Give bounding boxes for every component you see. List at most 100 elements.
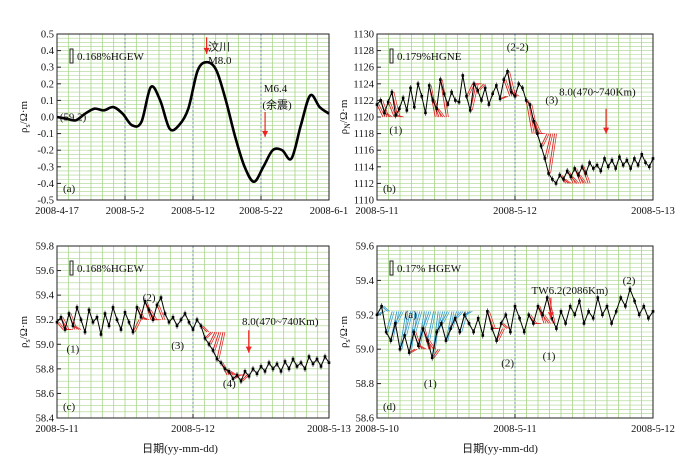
annotation-p2b: (2) [623, 275, 636, 287]
panel-label: (d) [383, 401, 396, 413]
y-tick-label: 59.8 [36, 242, 54, 253]
y-axis-label-unit: /Ω·m [338, 99, 350, 123]
hatch-line [385, 311, 393, 333]
hatch-line [583, 166, 591, 184]
arrow-head [603, 127, 610, 134]
y-axis-label-sub: N [343, 123, 352, 129]
hatch-line [439, 79, 447, 118]
annotation-tw1: TW6.2(2086Km) [532, 285, 609, 297]
annotation-p1a: (1) [424, 378, 437, 390]
series-line [56, 60, 330, 184]
annotation-p1: (1) [67, 344, 80, 356]
hatch-line [580, 174, 587, 184]
hatch-line [542, 314, 549, 324]
y-tick-label: 1112 [354, 179, 374, 190]
hatch-line [142, 316, 150, 321]
hatch-line [466, 83, 473, 97]
y-tick-label: 1120 [353, 113, 374, 124]
y-tick-label: -0.4 [37, 179, 54, 190]
x-tick-label: 2008-5-10 [355, 424, 399, 435]
hatch-line [578, 174, 585, 184]
annotation-p4: (4) [223, 378, 236, 390]
hatch-line [378, 104, 386, 118]
hatch-line [378, 311, 386, 316]
y-tick-label: 58.8 [356, 379, 374, 390]
arrow-head [262, 130, 269, 137]
hatch-line [572, 176, 580, 184]
hatch-line [509, 71, 516, 97]
hatch-line [417, 311, 425, 346]
y-axis-label-sub: s [23, 339, 32, 342]
x-tick-label: 2008-5-11 [355, 206, 398, 217]
y-tick-label: 0.2 [41, 79, 54, 90]
panel-c: 59.859.659.459.259.058.858.658.42008-5-1… [18, 242, 351, 436]
hatch-line [387, 311, 395, 333]
panel-b: 1130 1128 1126 1124 1122 1120 1118 1116 1114 1112… [338, 30, 675, 218]
x-tick-label: 2008-5-22 [239, 206, 283, 217]
annotation-p2: (2) [143, 292, 156, 304]
hatch-line [415, 311, 423, 333]
hatch-line [62, 317, 70, 330]
hatch-line [208, 331, 216, 345]
hatch-line [489, 311, 496, 329]
hatch-line [479, 83, 486, 91]
scale-text: 0.179%HGNE [397, 51, 462, 63]
y-tick-label: 59.2 [36, 315, 54, 326]
hatch-line [394, 311, 402, 324]
hatch-line [535, 120, 542, 134]
y-tick-label: 59.0 [356, 345, 374, 356]
x-axis-label-d: 日期(yy-mm-dd) [462, 442, 538, 455]
hatch-line [216, 331, 224, 360]
y-tick-label: 0.0 [41, 113, 54, 124]
y-tick-label: -0.5 [37, 196, 54, 207]
arrow-head [547, 312, 554, 319]
x-tick-label: 2008-5-11 [493, 424, 536, 435]
hatch-line [466, 311, 473, 316]
annotation-p22: (2-2) [507, 42, 529, 54]
hatch-line [550, 133, 557, 174]
hatch-line [393, 92, 401, 118]
hatch-line [502, 323, 510, 329]
annotation-p3: (3) [171, 340, 184, 352]
y-tick-label: 59.2 [356, 310, 374, 321]
scale-text: 0.168%HGEW [77, 51, 145, 63]
panel-a: 0.50.40.30.20.10.0-0.1-0.2-0.3-0.4-0.520… [18, 30, 348, 218]
scale-bar [389, 260, 394, 276]
hatch-line [498, 328, 505, 341]
x-tick-label: 2008-5-2 [106, 206, 145, 217]
hatch-line [158, 304, 166, 320]
hatch-line [132, 319, 140, 333]
annotation-p1b: (1) [543, 351, 556, 363]
x-tick-label: 2008-5-13 [631, 206, 675, 217]
hatch-line [436, 108, 444, 118]
y-tick-label: 58.6 [36, 389, 54, 400]
hatch-line [433, 311, 441, 358]
y-axis-label-sub: s [23, 124, 32, 127]
y-axis-label-unit: /Ω·m [338, 316, 350, 340]
hatch-region [132, 301, 166, 333]
hatch-line [471, 83, 479, 111]
x-tick-label: 2008-5-13 [307, 424, 351, 435]
y-tick-label: 1126 [353, 63, 374, 74]
y-tick-label: 1128 [353, 46, 374, 57]
hatch-line [376, 104, 384, 118]
hatch-line [544, 133, 552, 159]
annotation-after1: M6.4 [264, 83, 288, 95]
y-axis-label: ρN/Ω·m [338, 99, 352, 134]
hatch-line [503, 79, 511, 97]
hatch-line [212, 331, 220, 351]
annotation-base: (59.2) [60, 111, 87, 123]
hatch-line [411, 348, 418, 353]
hatch-line [387, 101, 395, 118]
hatch-line [399, 311, 407, 350]
hatch-line [447, 311, 455, 341]
x-tick-label: 2008-5-12 [493, 206, 537, 217]
hatch-line [505, 79, 513, 97]
hatch-line [548, 297, 556, 324]
grid [56, 245, 330, 419]
y-tick-label: 0.4 [41, 46, 55, 57]
y-tick-label: 0.3 [41, 63, 54, 74]
hatch-line [420, 345, 427, 350]
y-axis-label-main: ρ [338, 128, 350, 134]
hatch-line [429, 311, 436, 341]
